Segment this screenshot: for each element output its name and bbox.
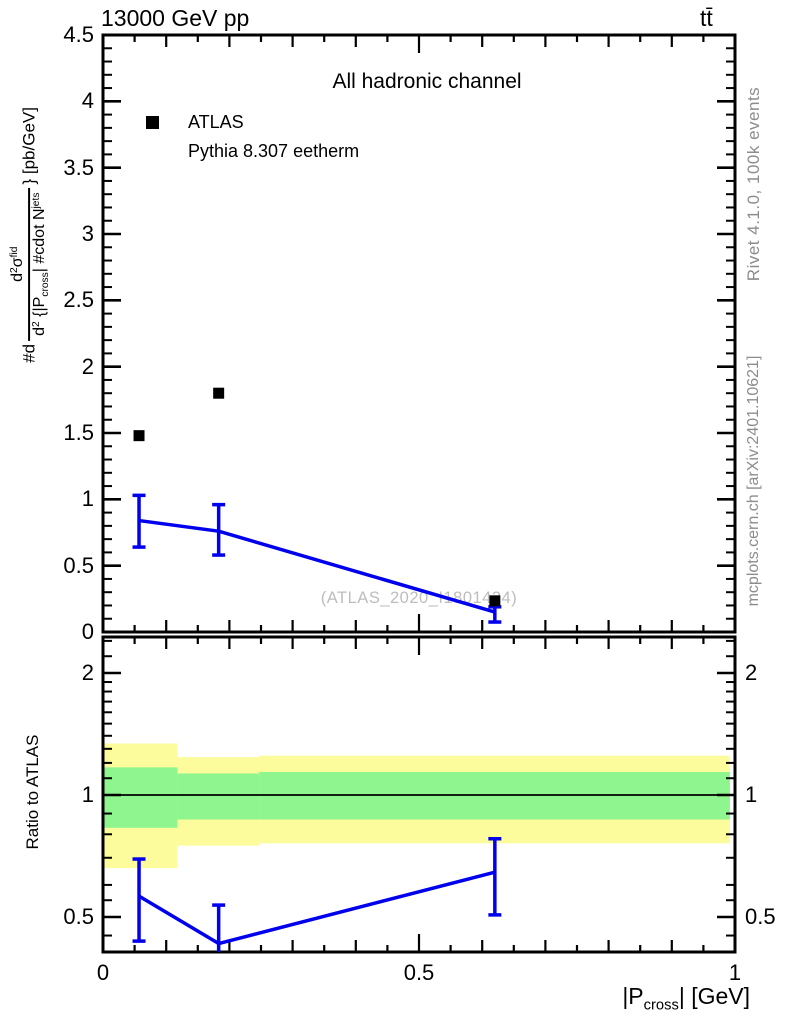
rivet-version-label: Rivet 4.1.0, 100k events (744, 86, 763, 282)
main-y-tick-label: 4 (81, 88, 94, 114)
ylabel-fraction: d2σfid d2 {|Pcross| #cdot Njets (9, 187, 51, 341)
x-tick-label: 0 (96, 960, 110, 985)
data-point-marker (133, 430, 145, 442)
legend-atlas-marker-icon (146, 116, 159, 129)
ratio-y-tick-label-right: 0.5 (745, 904, 776, 929)
ratio-green-band (259, 771, 730, 820)
ratio-y-tick-label: 1 (81, 782, 94, 807)
process-label: tt̄ (700, 5, 713, 31)
prediction-curve (138, 870, 496, 946)
legend-pythia-label: Pythia 8.307 eetherm (188, 141, 360, 161)
ratio-green-band (103, 767, 178, 828)
main-y-tick-label: 0 (81, 619, 94, 644)
analysis-id-watermark: (ATLAS_2020_I1801434) (320, 589, 518, 607)
x-axis-title: |Pcross| [GeV] (622, 983, 750, 1014)
ratio-yellow-band (177, 757, 260, 846)
ratio-panel-frame (101, 635, 737, 954)
legend-pythia-line-icon (127, 150, 178, 154)
mcplots-reference-label: mcplots.cern.ch [arXiv:2401.10621] (745, 355, 762, 607)
legend-atlas-label: ATLAS (188, 112, 244, 132)
ylabel-numerator: d2σfid (9, 246, 27, 282)
ratio-y-tick-label: 2 (81, 660, 94, 685)
x-tick-label: 0.5 (403, 960, 435, 985)
ratio-yellow-band (103, 743, 178, 869)
ratio-yellow-band (259, 755, 730, 844)
main-y-tick-label: 4.5 (63, 22, 94, 47)
main-y-tick-label: 2 (81, 353, 94, 379)
main-y-tick-label: 3 (81, 221, 94, 246)
ratio-y-tick-label-right: 2 (745, 660, 758, 685)
main-y-tick-label: 2.5 (63, 287, 94, 313)
ylabel-denominator: d2 {|Pcross| #cdot Njets (28, 187, 51, 341)
x-tick-label: 1 (728, 960, 742, 985)
data-point-marker (213, 387, 225, 399)
ratio-y-tick-label-right: 1 (745, 782, 758, 807)
main-y-tick-label: 1 (81, 486, 94, 512)
beam-energy-title: 13000 GeV pp (101, 5, 250, 31)
main-y-tick-label: 3.5 (63, 154, 94, 180)
ratio-green-band (177, 773, 260, 820)
main-y-tick-label: 0.5 (63, 552, 94, 578)
channel-label: All hadronic channel (332, 70, 522, 93)
ratio-y-tick-label: 0.5 (63, 904, 94, 929)
main-y-tick-label: 1.5 (63, 420, 94, 445)
